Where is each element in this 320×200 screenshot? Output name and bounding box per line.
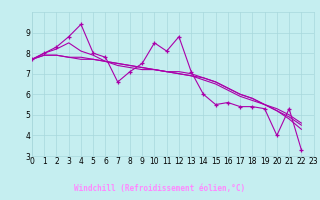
Text: Windchill (Refroidissement éolien,°C): Windchill (Refroidissement éolien,°C) [75, 184, 245, 193]
